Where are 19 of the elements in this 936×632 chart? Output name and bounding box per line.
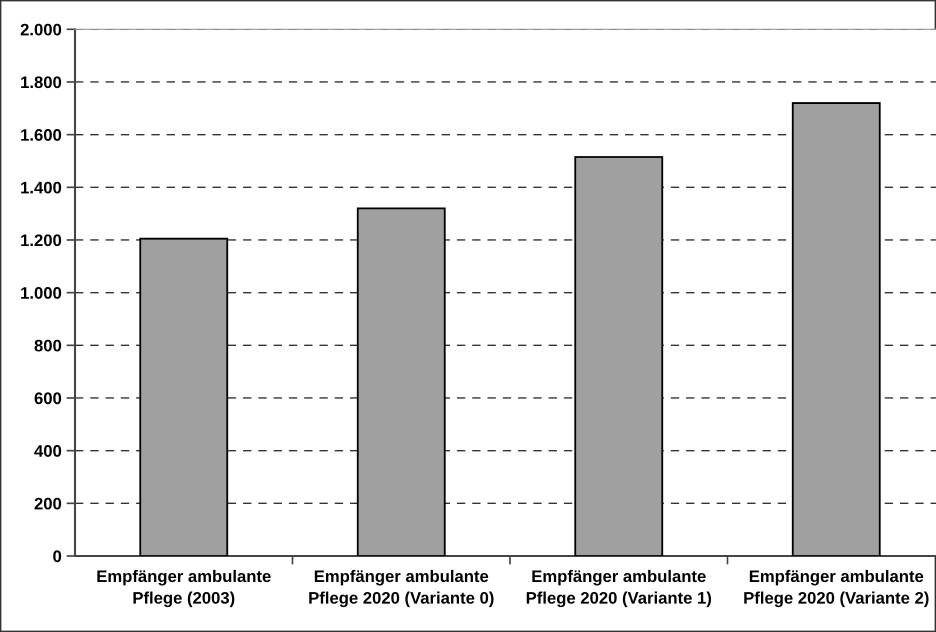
bar	[792, 102, 881, 556]
y-tick-label: 400	[34, 445, 62, 457]
x-tick-label: Empfänger ambulante Pflege 2020 (Variante 2)	[744, 570, 929, 608]
x-tick-label: Empfänger ambulante Pflege 2020 (Variante 1)	[526, 570, 712, 608]
y-tick-label: 1.400	[21, 182, 62, 194]
y-tick-label: 1.800	[21, 76, 62, 88]
y-tick-label: 200	[34, 498, 62, 510]
y-tick-label: 1.000	[21, 287, 62, 299]
x-tick-label: Empfänger ambulante Pflege (2003)	[97, 570, 271, 608]
y-tick-label: 600	[34, 392, 62, 404]
y-tick-label: 1.600	[21, 129, 62, 141]
y-tick-label: 800	[34, 340, 62, 352]
bar	[356, 207, 446, 556]
y-tick-label: 2.000	[20, 24, 62, 36]
bar	[574, 156, 664, 556]
y-tick-label: 1.200	[21, 234, 62, 246]
y-tick-label: 0	[53, 550, 62, 562]
x-tick-label: Empfänger ambulante Pflege 2020 (Variante 0)	[309, 570, 494, 608]
bar	[139, 238, 228, 556]
